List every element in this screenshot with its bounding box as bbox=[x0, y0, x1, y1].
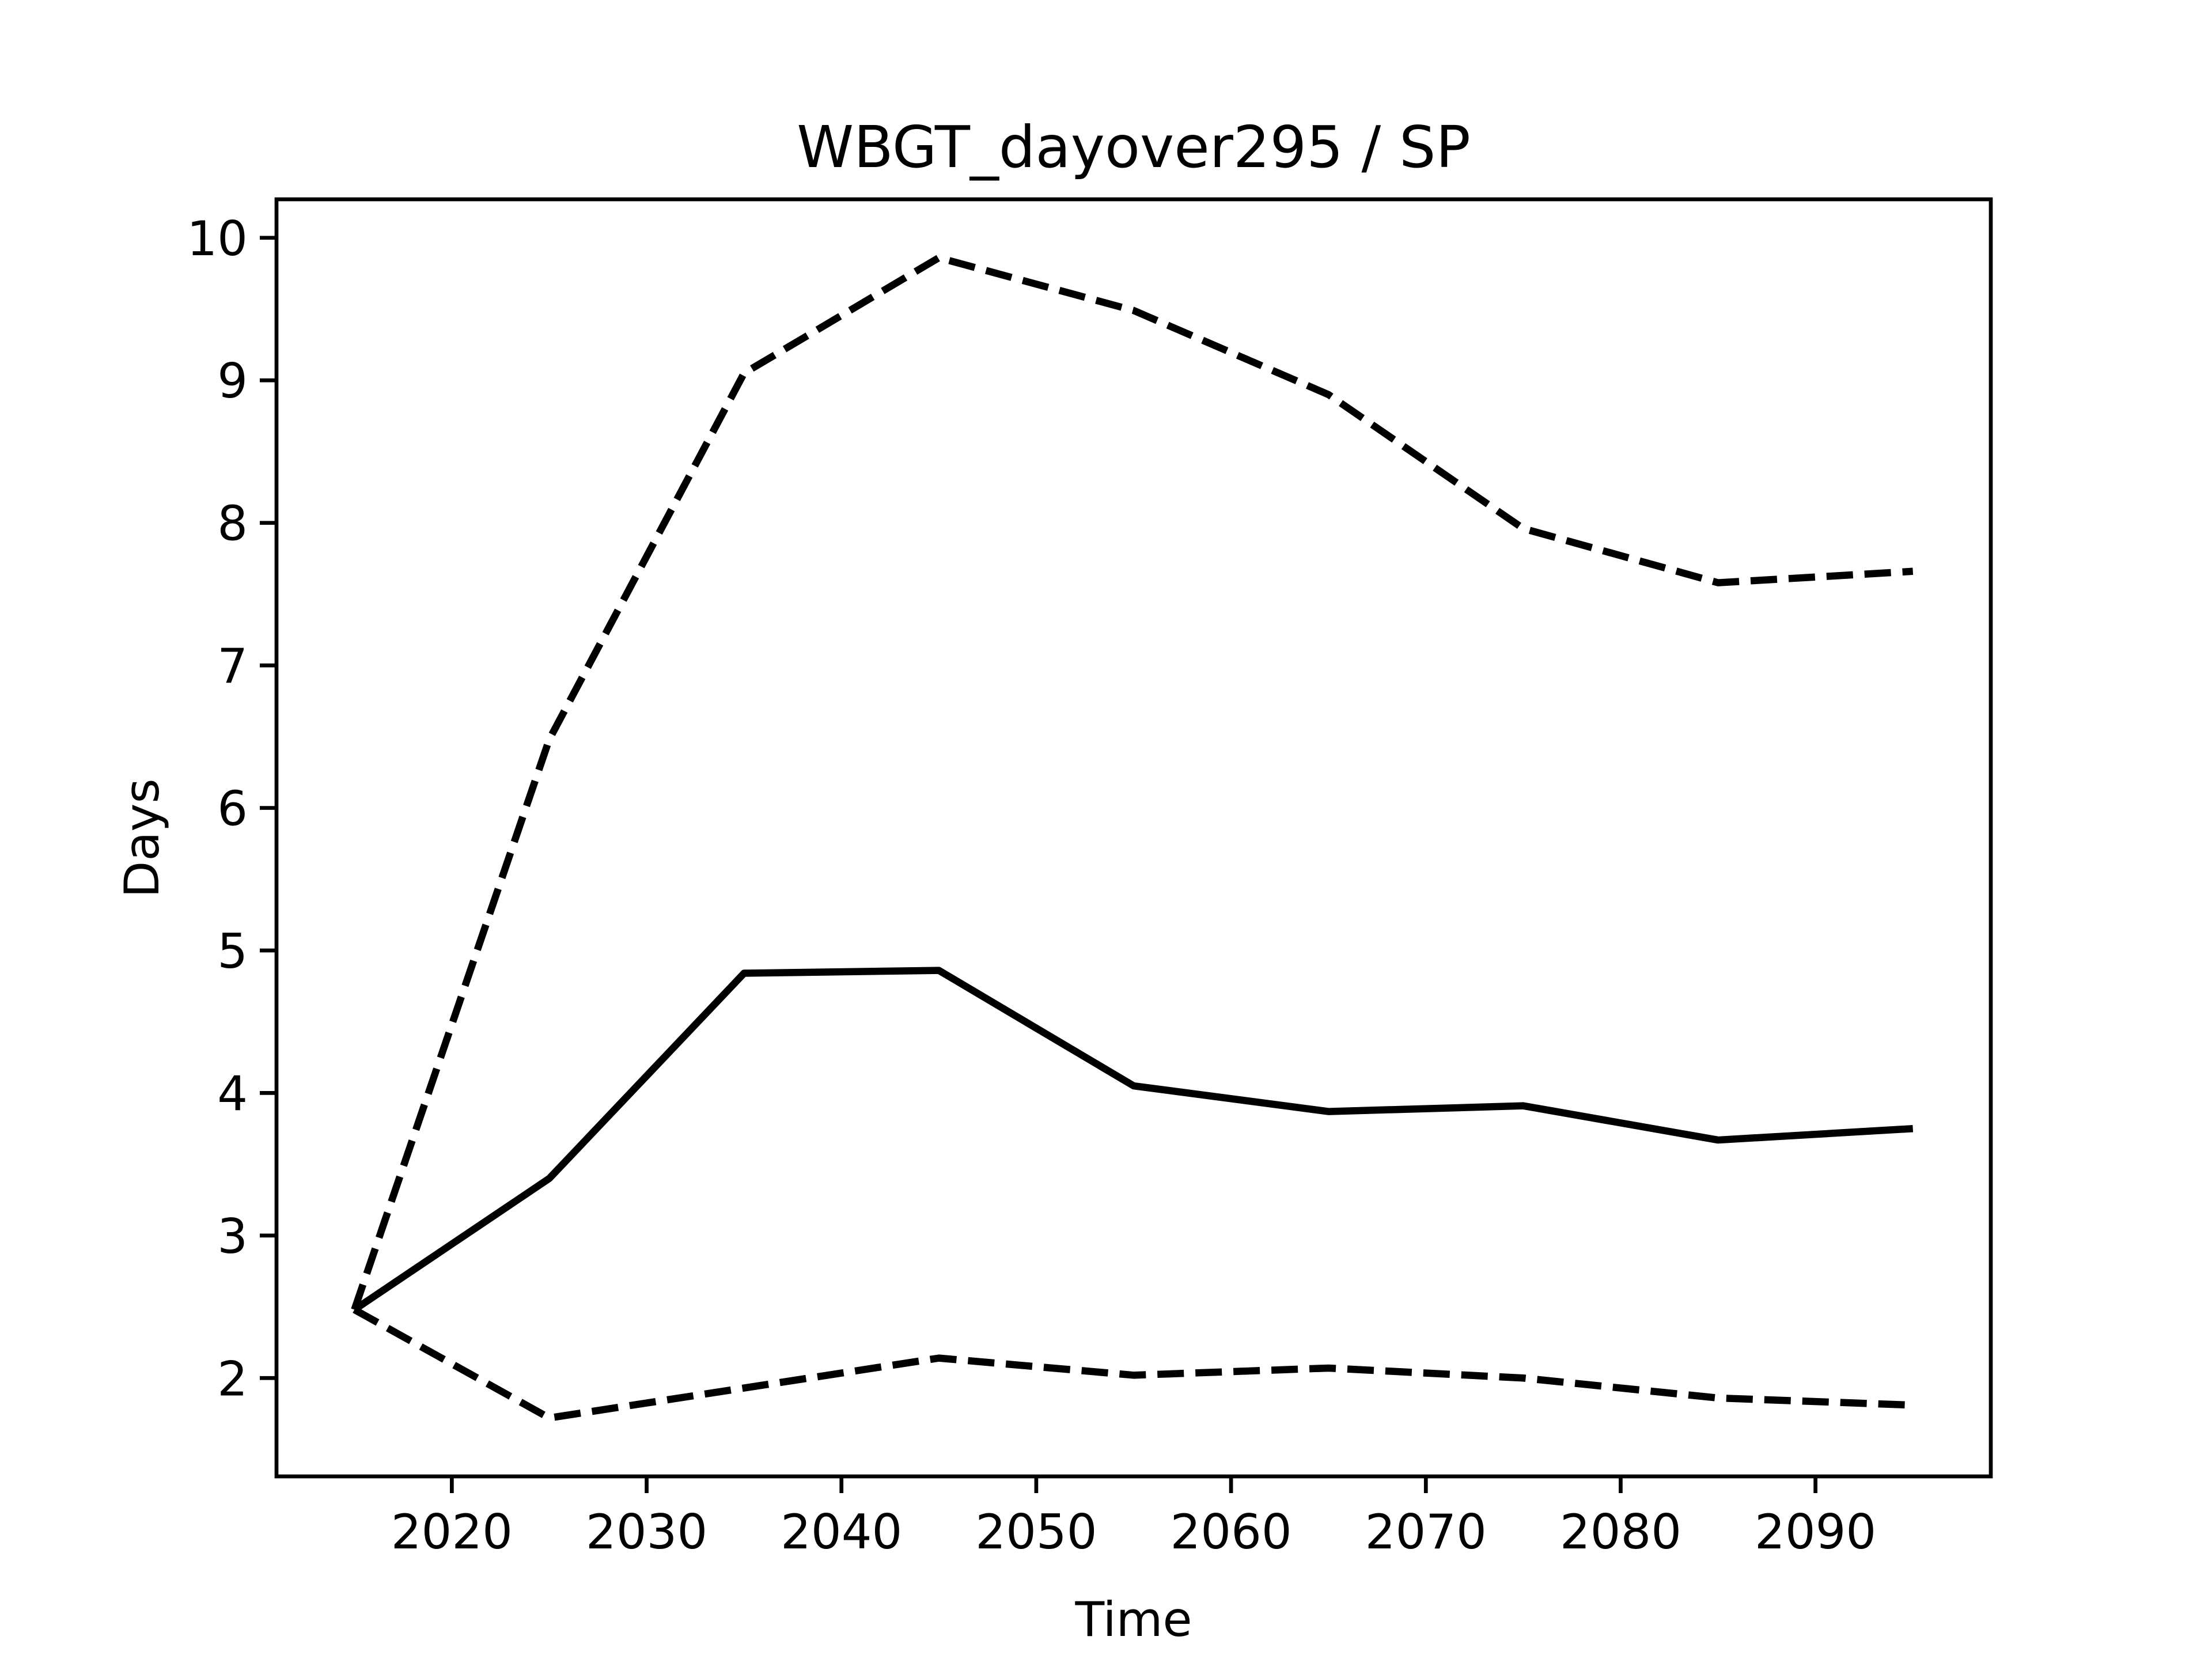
x-tick-label: 2080 bbox=[1560, 1504, 1681, 1560]
x-tick-label: 2070 bbox=[1365, 1504, 1487, 1560]
chart-title: WBGT_dayover295 / SP bbox=[797, 113, 1471, 181]
series-lines bbox=[351, 254, 1914, 1422]
dashed-series-line-1 bbox=[351, 254, 1914, 1311]
x-tick-label: 2090 bbox=[1755, 1504, 1876, 1560]
y-tick-label: 7 bbox=[217, 638, 248, 694]
y-tick-label: 6 bbox=[217, 781, 248, 837]
y-axis-label: Days bbox=[114, 778, 170, 897]
y-tick-label: 3 bbox=[217, 1209, 248, 1264]
x-tick-label: 2050 bbox=[975, 1504, 1097, 1560]
y-tick-label: 2 bbox=[217, 1351, 248, 1407]
x-tick-label: 2020 bbox=[391, 1504, 513, 1560]
x-tick-label: 2030 bbox=[586, 1504, 707, 1560]
y-tick-label: 4 bbox=[217, 1066, 248, 1122]
y-tick-label: 8 bbox=[217, 496, 248, 552]
dashed-series-line-2 bbox=[353, 1306, 1913, 1422]
y-tick-label: 5 bbox=[217, 923, 248, 979]
x-tick-label: 2060 bbox=[1170, 1504, 1291, 1560]
x-axis-label: Time bbox=[1074, 1592, 1192, 1647]
y-tick-label: 10 bbox=[187, 211, 248, 267]
x-tick-label: 2040 bbox=[781, 1504, 902, 1560]
solid-series-line bbox=[352, 967, 1914, 1313]
axes-frame bbox=[274, 197, 1993, 1479]
axis-ticks: 2020 2030 2040 2050 2060 2070 2080 2090 2 3 4 5 6 7 8 9… bbox=[187, 211, 1876, 1560]
y-tick-label: 9 bbox=[217, 353, 248, 409]
